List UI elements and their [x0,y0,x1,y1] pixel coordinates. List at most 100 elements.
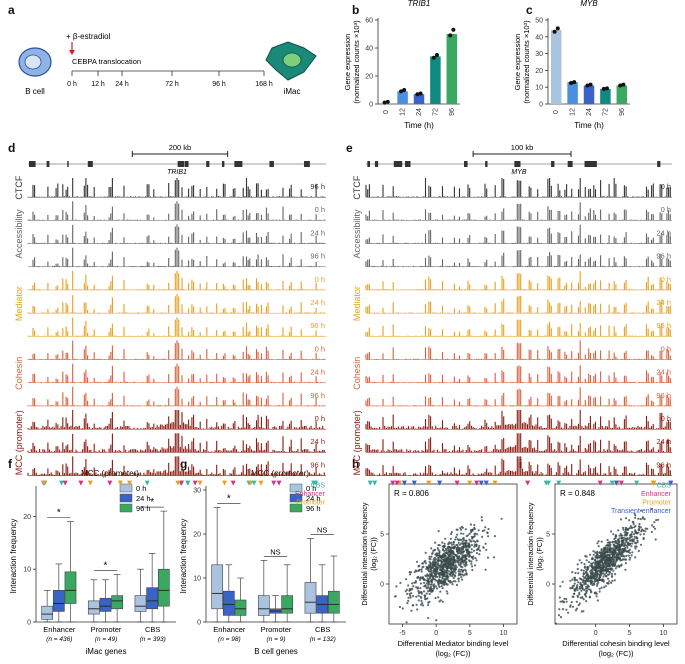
significance-label: NS [270,547,280,556]
scatter-point [437,582,440,586]
data-point [448,33,453,38]
scatter-point [615,558,618,562]
scatter-point [621,550,624,553]
data-point [588,82,593,87]
scatter-point [655,519,658,522]
y-axis-label: Differential interaction frequency [360,502,369,605]
scatter-point [625,550,628,553]
scatter-point [446,559,449,562]
charts-layer: b TRIB1 0 20 40 60 0 12 24 72 96 Time (h) Gene expre… [8,0,678,658]
track-signal [27,433,325,453]
scatter-point [619,548,623,551]
scatter-point [565,608,568,611]
scatter-point [578,593,581,596]
scatter-point [577,572,580,575]
track: 0 h [27,340,326,360]
scatter-point [630,526,633,530]
scatter-point [408,592,411,596]
scatter-point [416,586,420,589]
bar [430,56,441,104]
scatter-point [411,582,414,585]
scatter-point [565,597,568,601]
scatter-point [612,560,616,564]
scatter-point [563,597,566,600]
scatter-point [456,533,459,536]
y-tick-label: 20 [535,68,543,75]
scatter-point [565,600,568,603]
scatter-point [435,554,438,558]
scatter-point [576,567,579,571]
y-tick-label: 0 [546,582,550,589]
significance-label: * [57,508,61,519]
scatter-point [482,546,485,549]
element-marker [311,480,317,486]
scatter-point [619,554,623,557]
scatter-point [633,512,636,515]
scatter-point [614,567,617,570]
element-marker [651,480,657,486]
correlation-annotation: R = 0.848 [560,489,595,498]
track-signal [27,270,325,290]
scatter-point [639,543,643,546]
data-point [555,26,560,31]
scatter-point [417,599,420,602]
track-time-label: 0 h [315,205,325,214]
scatter-point [629,525,633,528]
track-time-label: 96 h [656,391,671,400]
scatter-point [438,585,441,589]
scatter-point [461,540,464,543]
scatter-point [411,587,414,590]
element-marker [230,480,236,486]
scatter-point [595,552,598,555]
scatter-point [434,553,437,556]
start-cell-label: B cell [25,87,45,96]
scatter-point [428,589,431,592]
scatter-point [451,583,454,586]
scatter-point [469,531,473,534]
scatter-point [459,558,462,561]
scatter-point [417,565,420,568]
scatter-point [631,542,634,545]
scatter-point [475,559,478,562]
scatter-point [444,569,447,572]
scatter-point [584,582,588,586]
scatter-point [408,571,411,574]
scatter-point [642,533,646,536]
scatter-point [419,587,422,590]
scatter-point [571,586,574,590]
scatter-point [612,569,615,572]
scatter-point [449,552,452,555]
scatter-point [630,554,633,557]
scatter-point [589,574,592,577]
scatter-point [618,557,622,560]
data-point [604,86,609,91]
x-axis-label: iMac genes [86,647,127,656]
x-axis-label: (log₂ (FC)) [436,649,471,658]
scatter-point [582,569,585,572]
exon [464,161,468,167]
scatter-point [608,565,611,568]
scatter-point [578,559,581,562]
track-group-label: Accessibility [352,209,362,259]
scatter-point [449,560,452,564]
scatter-point [569,605,572,608]
scatter-point [559,600,562,603]
scatter-point [598,566,602,569]
x-tick-label: 24 [586,108,593,116]
scatter-point [558,596,561,599]
track-signal [365,224,671,244]
scatter-point [606,546,609,550]
significance-label: * [227,494,231,505]
scale-bar-label: 100 kb [511,143,534,152]
scatter-point [436,547,439,550]
element-marker [62,480,68,486]
scatter-point [433,583,436,586]
scatter-point [578,587,581,590]
scatter-point [436,567,439,571]
scatter-point [609,562,612,565]
scatter-point [440,566,443,569]
exon [514,161,521,167]
scatter-point [653,521,656,524]
scatter-point [430,572,433,575]
scatter-point [618,550,621,553]
